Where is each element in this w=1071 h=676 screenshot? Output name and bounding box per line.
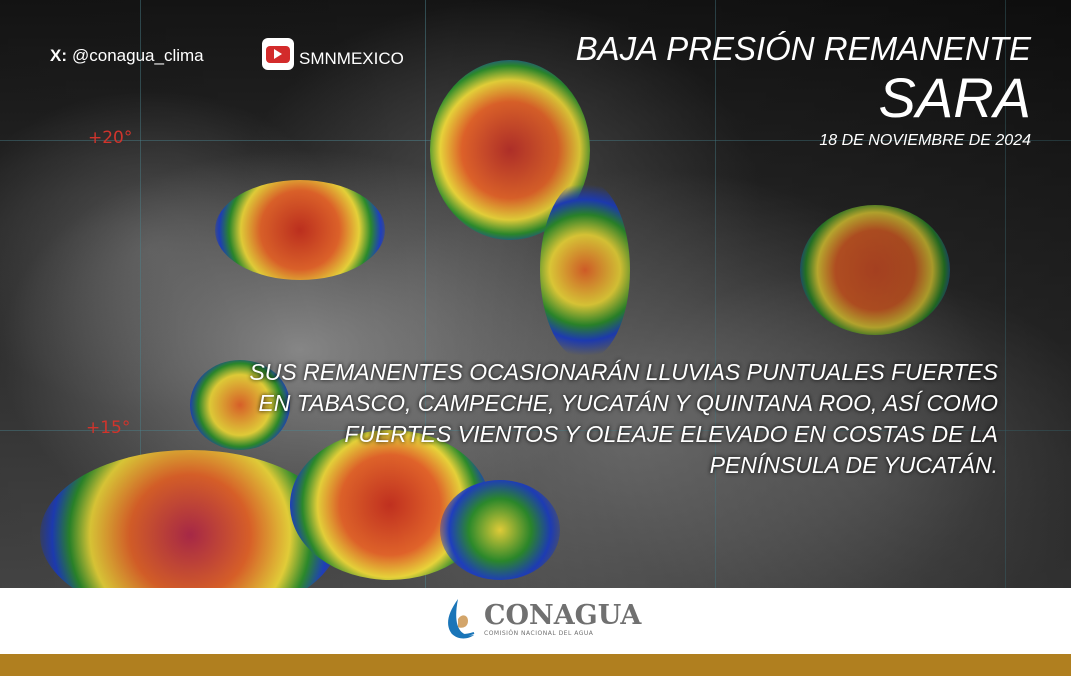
- latitude-label: +20°: [88, 128, 133, 148]
- footer: [0, 588, 1071, 654]
- storm-cell: [40, 450, 340, 588]
- x-handle[interactable]: X: @conagua_clima: [50, 46, 204, 66]
- message-line: EN TABASCO, CAMPECHE, YUCATÁN Y QUINTANA…: [258, 390, 998, 416]
- x-handle-text: @conagua_clima: [72, 46, 204, 65]
- storm-name: SARA: [878, 66, 1032, 129]
- longitude-line: [715, 0, 716, 588]
- message-line: FUERTES VIENTOS Y OLEAJE ELEVADO EN COST…: [344, 421, 998, 447]
- storm-cell: [215, 180, 385, 280]
- water-drop-icon: [448, 599, 475, 639]
- latitude-line-15: [0, 430, 1071, 431]
- title-line1: BAJA PRESIÓN REMANENTE: [575, 30, 1031, 67]
- youtube-channel-text: SMNMEXICO: [299, 49, 404, 68]
- conagua-logo: CONAGUA COMISIÓN NACIONAL DEL AGUA: [444, 597, 641, 641]
- latitude-label: +15°: [86, 418, 131, 438]
- storm-cell: [440, 480, 560, 580]
- x-logo-icon: X:: [50, 46, 67, 65]
- storm-cell: [540, 180, 630, 360]
- date: 18 DE NOVIEMBRE DE 2024: [819, 132, 1031, 149]
- youtube-channel[interactable]: SMNMEXICO: [262, 38, 404, 70]
- storm-cell: [190, 360, 290, 450]
- storm-cell: [800, 205, 950, 335]
- logo-subtitle: COMISIÓN NACIONAL DEL AGUA: [484, 629, 594, 637]
- footer-bar: [0, 654, 1071, 676]
- forecast-message: SUS REMANENTES OCASIONARÁN LLUVIAS PUNTU…: [198, 357, 998, 481]
- message-line: PENÍNSULA DE YUCATÁN.: [709, 452, 998, 478]
- message-line: SUS REMANENTES OCASIONARÁN LLUVIAS PUNTU…: [249, 359, 998, 385]
- longitude-line: [140, 0, 141, 588]
- youtube-icon: [262, 38, 294, 70]
- longitude-line: [1005, 0, 1006, 588]
- logo-name: CONAGUA: [484, 599, 642, 631]
- longitude-line: [425, 0, 426, 588]
